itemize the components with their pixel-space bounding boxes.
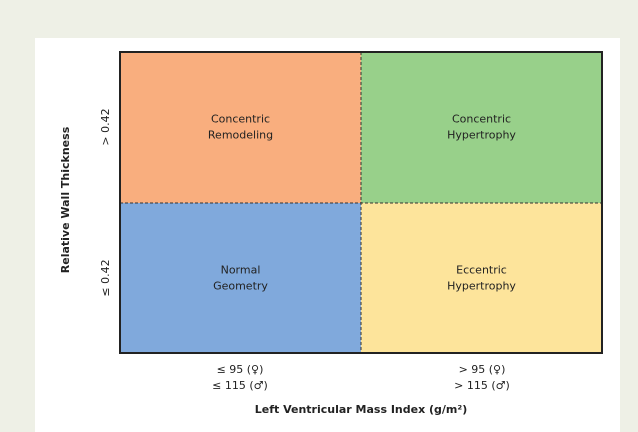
quadrant-label: Normal [221, 264, 261, 277]
x-label: ≤ 95 (♀) [217, 363, 264, 376]
x-label: ≤ 115 (♂) [212, 379, 268, 392]
x-label: > 115 (♂) [454, 379, 510, 392]
quadrant-label: Geometry [213, 280, 268, 293]
quadrants: Concentric Remodeling Concentric Hypertroph… [120, 52, 602, 354]
y-label: ≤ 0.42 [99, 259, 112, 296]
frame [119, 51, 603, 354]
quadrant-label: Hypertrophy [447, 280, 516, 293]
y-axis-title: Relative Wall Thickness [59, 126, 72, 273]
y-label: > 0.42 [99, 108, 112, 145]
quadrant [361, 52, 602, 203]
quadrant-label: Eccentric [456, 264, 507, 277]
quadrant-label: Concentric [452, 113, 511, 126]
quadrant [361, 203, 602, 354]
quadrant-label: Remodeling [208, 129, 273, 142]
x-label: > 95 (♀) [459, 363, 506, 376]
quadrant [120, 52, 361, 203]
quadrant-label: Hypertrophy [447, 129, 516, 142]
quadrant-label: Concentric [211, 113, 270, 126]
x-axis-title: Left Ventricular Mass Index (g/m²) [255, 403, 468, 416]
quadrant [120, 203, 361, 354]
